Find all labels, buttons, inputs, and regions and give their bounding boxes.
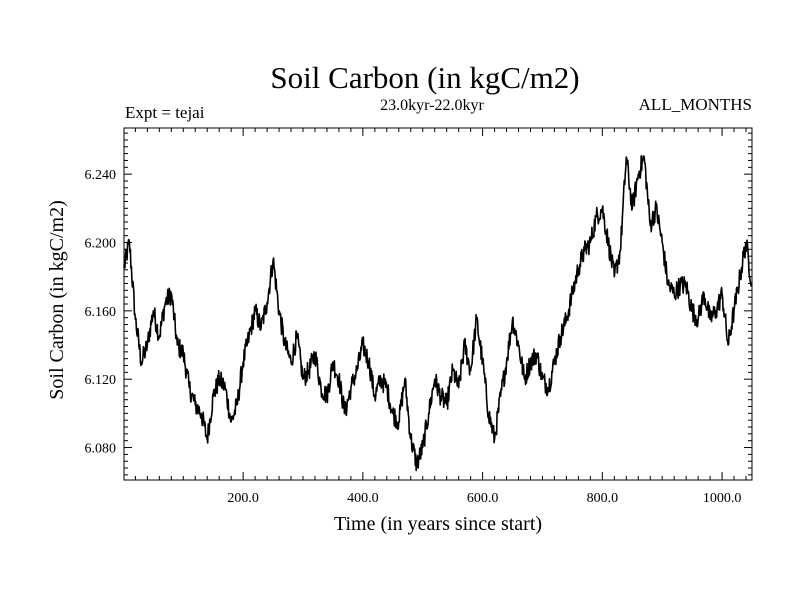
axis-ticks [124,128,752,480]
y-axis-label: Soil Carbon (in kgC/m2) [46,200,68,399]
chart-subtitle: 23.0kyr-22.0kyr [380,97,484,114]
y-tick-label: 6.240 [85,168,117,183]
axis-tick-labels: 200.0 400.0 600.0 800.0 1000.0 6.080 6.120 6.16… [85,168,742,506]
experiment-label: Expt = tejai [125,103,205,122]
x-tick-label: 1000.0 [703,491,742,506]
y-tick-label: 6.120 [85,373,117,388]
y-tick-label: 6.200 [85,236,117,251]
soil-carbon-series-line [123,155,753,472]
chart-title: Soil Carbon (in kgC/m2) [270,60,579,95]
y-tick-label: 6.160 [85,305,117,320]
x-tick-label: 400.0 [347,491,379,506]
x-tick-label: 800.0 [587,491,619,506]
x-tick-label: 600.0 [467,491,499,506]
plot-frame [123,127,753,481]
months-label: ALL_MONTHS [639,95,752,114]
y-tick-label: 6.080 [85,442,117,457]
x-tick-label: 200.0 [227,491,259,506]
x-axis-label: Time (in years since start) [334,513,542,535]
